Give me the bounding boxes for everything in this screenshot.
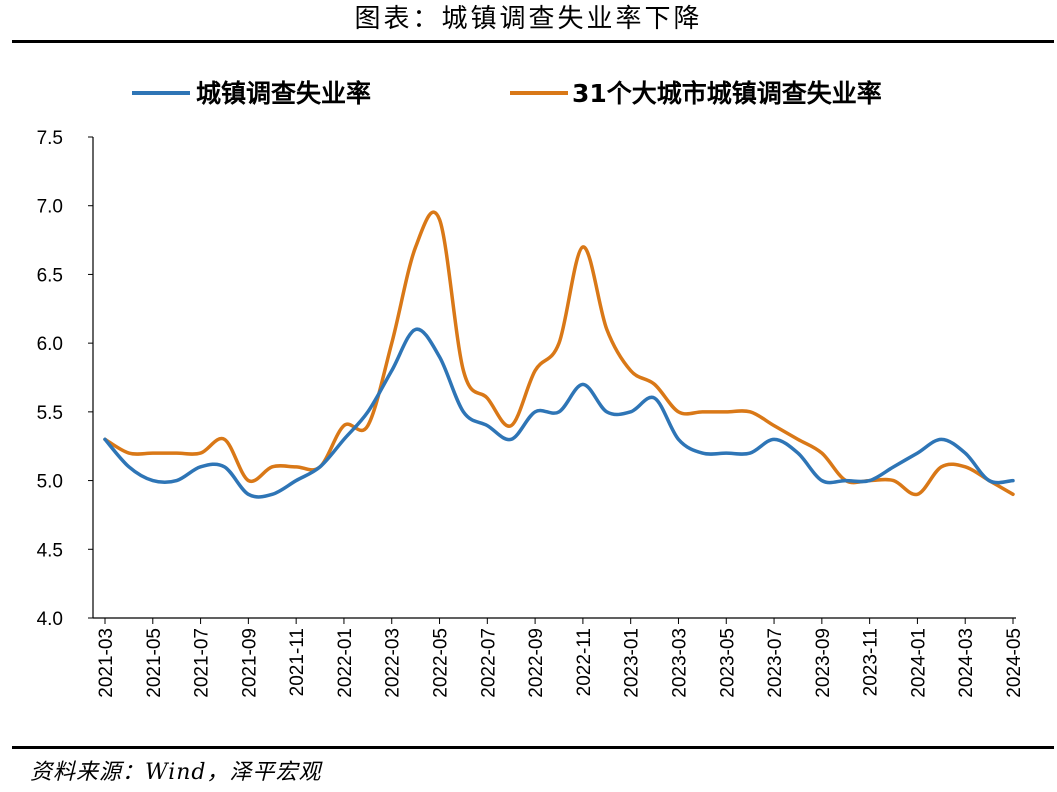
x-tick-label: 2023-07 <box>765 628 786 698</box>
x-tick-label: 2023-09 <box>813 628 834 698</box>
x-tick-label: 2021-09 <box>239 628 260 698</box>
page-title: 图表：城镇调查失业率下降 <box>354 4 703 34</box>
x-tick-label: 2021-05 <box>144 628 165 698</box>
y-tick-label: 5.0 <box>37 472 63 493</box>
x-tick-label: 2022-11 <box>574 628 595 696</box>
bottom-rule <box>12 746 1054 749</box>
y-tick-label: 5.5 <box>37 403 63 424</box>
x-tick-label: 2022-07 <box>478 628 499 698</box>
x-tick-label: 2021-07 <box>192 628 213 698</box>
x-tick-label: 2022-05 <box>431 628 452 698</box>
source-note: 资料来源：Wind，泽平宏观 <box>30 760 322 785</box>
x-tick-label: 2021-03 <box>96 628 117 698</box>
x-tick-label: 2024-05 <box>1004 628 1025 698</box>
y-tick-label: 7.0 <box>37 197 63 218</box>
y-tick-label: 7.5 <box>37 128 63 149</box>
x-tick-label: 2023-11 <box>861 628 882 696</box>
x-tick-label: 2024-01 <box>908 628 929 698</box>
x-tick-label: 2022-09 <box>526 628 547 698</box>
y-axis-ticks: 4.0 4.5 5.0 5.5 6.0 6.5 7.0 7.5 <box>37 128 93 630</box>
y-tick-label: 4.5 <box>37 540 63 561</box>
x-tick-label: 2024-03 <box>956 628 977 698</box>
x-axis-ticks: 2021-03 2021-05 2021-07 2021-09 2021-11 2022-… <box>96 618 1025 698</box>
x-tick-label: 2023-05 <box>717 628 738 698</box>
x-tick-label: 2022-03 <box>383 628 404 698</box>
axes <box>92 137 1016 619</box>
series-line-urban <box>103 327 1015 499</box>
x-tick-label: 2021-11 <box>287 628 308 696</box>
x-tick-label: 2023-03 <box>669 628 690 698</box>
x-tick-label: 2023-01 <box>622 628 643 698</box>
legend: 城镇调查失业率 31个大城市城镇调查失业率 <box>132 79 882 108</box>
y-tick-label: 4.0 <box>37 609 63 630</box>
y-tick-label: 6.0 <box>37 334 63 355</box>
legend-label-31-cities: 31个大城市城镇调查失业率 <box>572 79 882 108</box>
line-chart: 城镇调查失业率 31个大城市城镇调查失业率 4.0 4.5 5.0 5.5 6.0 6.5… <box>37 79 1025 698</box>
x-tick-label: 2022-01 <box>335 628 356 698</box>
legend-label-urban: 城镇调查失业率 <box>196 79 371 108</box>
y-tick-label: 6.5 <box>37 265 63 286</box>
series-lines <box>103 210 1015 499</box>
top-rule <box>12 40 1054 43</box>
series-line-31-cities <box>103 210 1015 497</box>
